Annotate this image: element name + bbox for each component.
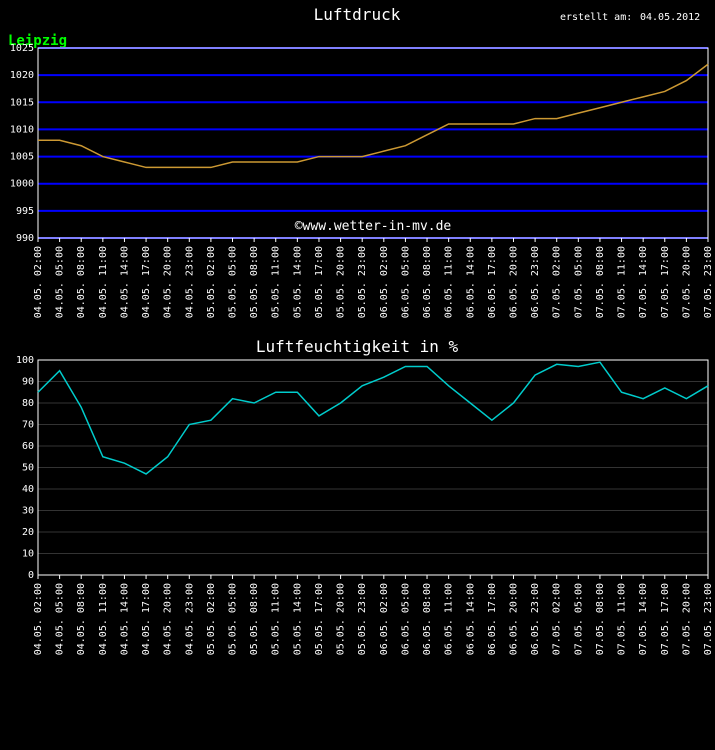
chart2-xtick: 07.05. 11:00 — [617, 583, 628, 655]
chart1-xtick: 04.05. 14:00 — [119, 246, 130, 318]
chart2-xtick: 04.05. 08:00 — [76, 583, 87, 655]
chart1-xtick: 06.05. 20:00 — [508, 246, 519, 318]
chart2-xtick: 05.05. 20:00 — [336, 583, 347, 655]
chart2-xtick: 04.05. 14:00 — [119, 583, 130, 655]
chart1-xtick: 06.05. 14:00 — [465, 246, 476, 318]
chart2-xtick: 04.05. 17:00 — [141, 583, 152, 655]
chart1-xtick: 04.05. 17:00 — [141, 246, 152, 318]
chart2-xtick: 06.05. 23:00 — [530, 583, 541, 655]
chart1-ytick: 1005 — [10, 152, 34, 163]
chart1-xtick: 06.05. 11:00 — [444, 246, 455, 318]
chart2-ytick: 50 — [22, 463, 34, 474]
chart1-xtick: 07.05. 20:00 — [681, 246, 692, 318]
chart2-xtick: 06.05. 05:00 — [400, 583, 411, 655]
chart1-xtick: 05.05. 20:00 — [336, 246, 347, 318]
chart1-ytick: 1000 — [10, 179, 34, 190]
chart2-xtick: 06.05. 20:00 — [508, 583, 519, 655]
chart1-xtick: 04.05. 20:00 — [163, 246, 174, 318]
chart1-xtick: 05.05. 14:00 — [292, 246, 303, 318]
chart1-xtick: 06.05. 02:00 — [379, 246, 390, 318]
chart1-ytick: 1025 — [10, 43, 34, 54]
chart2-xtick: 04.05. 20:00 — [163, 583, 174, 655]
created-label: erstellt am: — [560, 12, 632, 23]
chart2-xtick: 05.05. 14:00 — [292, 583, 303, 655]
chart1-xtick: 05.05. 23:00 — [357, 246, 368, 318]
chart2-xtick: 06.05. 02:00 — [379, 583, 390, 655]
chart2-ytick: 10 — [22, 549, 34, 560]
chart1-xtick: 07.05. 08:00 — [595, 246, 606, 318]
chart2-ytick: 100 — [16, 355, 34, 366]
chart1-ytick: 990 — [16, 233, 34, 244]
chart2-ytick: 90 — [22, 377, 34, 388]
chart1-ytick: 1015 — [10, 97, 34, 108]
created-date: 04.05.2012 — [640, 12, 700, 23]
chart1-ytick: 1020 — [10, 70, 34, 81]
chart2-ytick: 70 — [22, 420, 34, 431]
chart2-xtick: 06.05. 08:00 — [422, 583, 433, 655]
chart2-ytick: 40 — [22, 484, 34, 495]
chart2-xtick: 05.05. 23:00 — [357, 583, 368, 655]
chart2-ytick: 30 — [22, 506, 34, 517]
chart2-xtick: 06.05. 14:00 — [465, 583, 476, 655]
chart2-xtick: 07.05. 14:00 — [638, 583, 649, 655]
chart2-ytick: 20 — [22, 527, 34, 538]
chart2-xtick: 04.05. 11:00 — [98, 583, 109, 655]
chart1-xtick: 07.05. 02:00 — [552, 246, 563, 318]
chart1-xtick: 04.05. 02:00 — [33, 246, 44, 318]
chart2-ytick: 80 — [22, 398, 34, 409]
chart1-xtick: 05.05. 05:00 — [228, 246, 239, 318]
chart2-xtick: 07.05. 23:00 — [703, 583, 714, 655]
chart1-ytick: 1010 — [10, 124, 34, 135]
chart2-title: Luftfeuchtigkeit in % — [256, 337, 459, 356]
chart1-title: Luftdruck — [314, 5, 401, 24]
chart2-xtick: 07.05. 05:00 — [573, 583, 584, 655]
chart1-xtick: 05.05. 08:00 — [249, 246, 260, 318]
chart2-xtick: 07.05. 02:00 — [552, 583, 563, 655]
weather-charts: Luftdruckerstellt am:04.05.2012Leipzig99… — [0, 0, 715, 750]
chart1-xtick: 07.05. 23:00 — [703, 246, 714, 318]
watermark: ©www.wetter-in-mv.de — [295, 219, 452, 234]
chart2-xtick: 05.05. 08:00 — [249, 583, 260, 655]
chart2-xtick: 07.05. 20:00 — [681, 583, 692, 655]
chart2-xtick: 06.05. 11:00 — [444, 583, 455, 655]
chart1-xtick: 04.05. 23:00 — [184, 246, 195, 318]
chart1-xtick: 07.05. 05:00 — [573, 246, 584, 318]
chart1-xtick: 06.05. 23:00 — [530, 246, 541, 318]
chart2-xtick: 05.05. 17:00 — [314, 583, 325, 655]
chart1-xtick: 05.05. 02:00 — [206, 246, 217, 318]
chart1-xtick: 07.05. 11:00 — [617, 246, 628, 318]
chart2-ytick: 0 — [28, 570, 34, 581]
chart1-xtick: 04.05. 08:00 — [76, 246, 87, 318]
chart1-xtick: 06.05. 05:00 — [400, 246, 411, 318]
chart1-xtick: 04.05. 05:00 — [55, 246, 66, 318]
chart2-xtick: 05.05. 02:00 — [206, 583, 217, 655]
chart2-xtick: 07.05. 08:00 — [595, 583, 606, 655]
chart1-xtick: 04.05. 11:00 — [98, 246, 109, 318]
chart2-xtick: 06.05. 17:00 — [487, 583, 498, 655]
chart1-xtick: 06.05. 08:00 — [422, 246, 433, 318]
chart2-xtick: 05.05. 11:00 — [271, 583, 282, 655]
chart2-xtick: 04.05. 05:00 — [55, 583, 66, 655]
chart2-xtick: 04.05. 23:00 — [184, 583, 195, 655]
chart2-xtick: 04.05. 02:00 — [33, 583, 44, 655]
chart2-xtick: 05.05. 05:00 — [228, 583, 239, 655]
chart1-xtick: 06.05. 17:00 — [487, 246, 498, 318]
chart1-xtick: 05.05. 17:00 — [314, 246, 325, 318]
chart2-ytick: 60 — [22, 441, 34, 452]
chart1-xtick: 07.05. 14:00 — [638, 246, 649, 318]
chart1-xtick: 07.05. 17:00 — [660, 246, 671, 318]
chart1-ytick: 995 — [16, 206, 34, 217]
chart2-xtick: 07.05. 17:00 — [660, 583, 671, 655]
chart1-xtick: 05.05. 11:00 — [271, 246, 282, 318]
